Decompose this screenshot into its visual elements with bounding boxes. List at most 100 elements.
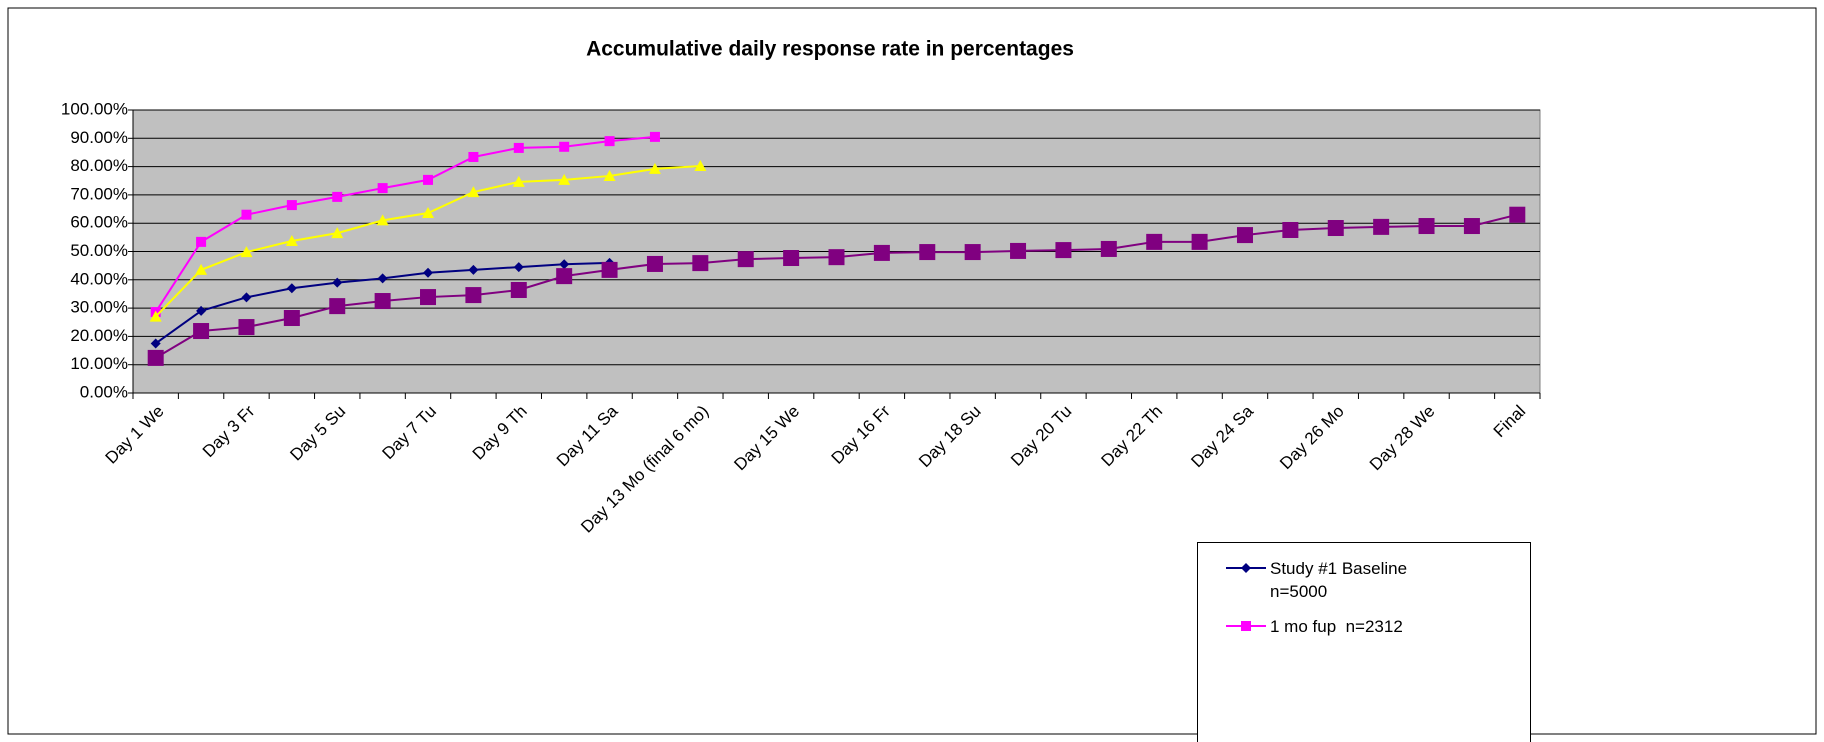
y-tick-label: 10.00% bbox=[70, 354, 128, 373]
point bbox=[332, 191, 343, 202]
point bbox=[150, 338, 161, 349]
point bbox=[1418, 218, 1435, 235]
point bbox=[331, 227, 344, 239]
legend-label: Study #1 Baseline n=5000 bbox=[1270, 559, 1412, 601]
point bbox=[1282, 221, 1299, 238]
point bbox=[1463, 218, 1480, 235]
y-tick-label: 0.00% bbox=[80, 382, 128, 401]
y-tick-label: 50.00% bbox=[70, 241, 128, 260]
point bbox=[423, 267, 434, 278]
x-tick-label: Day 26 Mo bbox=[1276, 402, 1348, 474]
x-tick-label: Final bbox=[1490, 402, 1529, 441]
point bbox=[283, 310, 300, 327]
y-tick-label: 70.00% bbox=[70, 184, 128, 203]
point bbox=[422, 207, 435, 219]
point bbox=[1373, 218, 1390, 235]
point bbox=[241, 209, 252, 220]
point bbox=[193, 323, 210, 340]
y-tick-label: 90.00% bbox=[70, 128, 128, 147]
point bbox=[195, 263, 208, 275]
x-tick-label: Day 16 Fr bbox=[828, 401, 894, 467]
point bbox=[286, 283, 297, 294]
point bbox=[468, 151, 479, 162]
point bbox=[828, 249, 845, 266]
point bbox=[374, 293, 391, 310]
series-line bbox=[154, 135, 656, 313]
point bbox=[1100, 240, 1117, 257]
point bbox=[285, 235, 298, 247]
point bbox=[558, 173, 571, 185]
y-tick-label: 30.00% bbox=[70, 298, 128, 317]
x-tick-label: Day 24 Sa bbox=[1187, 401, 1257, 471]
x-tick-label: Day 28 We bbox=[1366, 402, 1439, 475]
point bbox=[465, 287, 482, 304]
point bbox=[1236, 227, 1253, 244]
point bbox=[513, 142, 524, 153]
legend-marker bbox=[1241, 621, 1251, 631]
y-tick-label: 20.00% bbox=[70, 326, 128, 345]
x-tick-label: Day 18 Su bbox=[915, 402, 985, 472]
legend-label: 1 mo fup n=2312 bbox=[1270, 617, 1403, 636]
point bbox=[873, 244, 890, 261]
point bbox=[286, 200, 297, 211]
point bbox=[467, 186, 480, 198]
y-tick-label: 80.00% bbox=[70, 156, 128, 175]
point bbox=[147, 349, 164, 366]
point bbox=[513, 262, 524, 273]
chart-title: Accumulative daily response rate in perc… bbox=[586, 38, 1074, 61]
point bbox=[196, 236, 207, 247]
point bbox=[1327, 220, 1344, 237]
point bbox=[420, 289, 437, 306]
point bbox=[964, 244, 981, 261]
y-tick-label: 60.00% bbox=[70, 213, 128, 232]
x-tick-label: Day 7 Tu bbox=[378, 402, 440, 464]
point bbox=[1010, 242, 1027, 259]
point bbox=[329, 298, 346, 315]
x-tick-label: Day 11 Sa bbox=[553, 401, 622, 470]
x-tick-label: Day 1 We bbox=[102, 402, 168, 468]
point bbox=[604, 136, 615, 147]
legend-swatch bbox=[1226, 621, 1266, 631]
point bbox=[510, 281, 527, 298]
point bbox=[919, 244, 936, 261]
point bbox=[423, 174, 434, 185]
point bbox=[648, 162, 661, 174]
point bbox=[332, 277, 343, 288]
point bbox=[646, 255, 663, 272]
point bbox=[603, 169, 616, 181]
point bbox=[376, 214, 389, 226]
point bbox=[1191, 233, 1208, 250]
legend: Study #1 Baseline n=5000 1 mo fup n=2312 bbox=[1197, 542, 1531, 742]
point bbox=[240, 246, 253, 258]
legend-entry: Study #1 Baseline n=5000 bbox=[1198, 557, 1530, 603]
x-tick-label: Day 20 Tu bbox=[1007, 402, 1075, 470]
x-tick-label: Day 3 Fr bbox=[199, 401, 259, 461]
point bbox=[601, 261, 618, 278]
y-tick-label: 40.00% bbox=[70, 269, 128, 288]
point bbox=[149, 310, 162, 322]
point bbox=[1146, 233, 1163, 250]
x-tick-label: Day 5 Su bbox=[286, 402, 349, 465]
point bbox=[1509, 206, 1526, 223]
y-tick-label: 100.00% bbox=[61, 99, 128, 118]
point bbox=[694, 160, 707, 172]
point bbox=[241, 292, 252, 303]
legend-marker bbox=[1241, 563, 1251, 573]
point bbox=[783, 250, 800, 267]
point bbox=[737, 251, 754, 268]
point bbox=[238, 319, 255, 336]
point bbox=[1055, 242, 1072, 259]
point bbox=[377, 183, 388, 194]
x-tick-label: Day 9 Th bbox=[469, 402, 531, 464]
x-tick-label: Day 15 We bbox=[730, 402, 803, 475]
legend-entry: 1 mo fup n=2312 bbox=[1198, 615, 1530, 638]
point bbox=[692, 255, 709, 272]
x-tick-label: Day 22 Th bbox=[1098, 402, 1167, 471]
point bbox=[512, 175, 525, 187]
point bbox=[196, 305, 207, 316]
legend-swatch bbox=[1226, 563, 1266, 573]
point bbox=[377, 273, 388, 284]
point bbox=[559, 141, 570, 152]
point bbox=[468, 264, 479, 275]
